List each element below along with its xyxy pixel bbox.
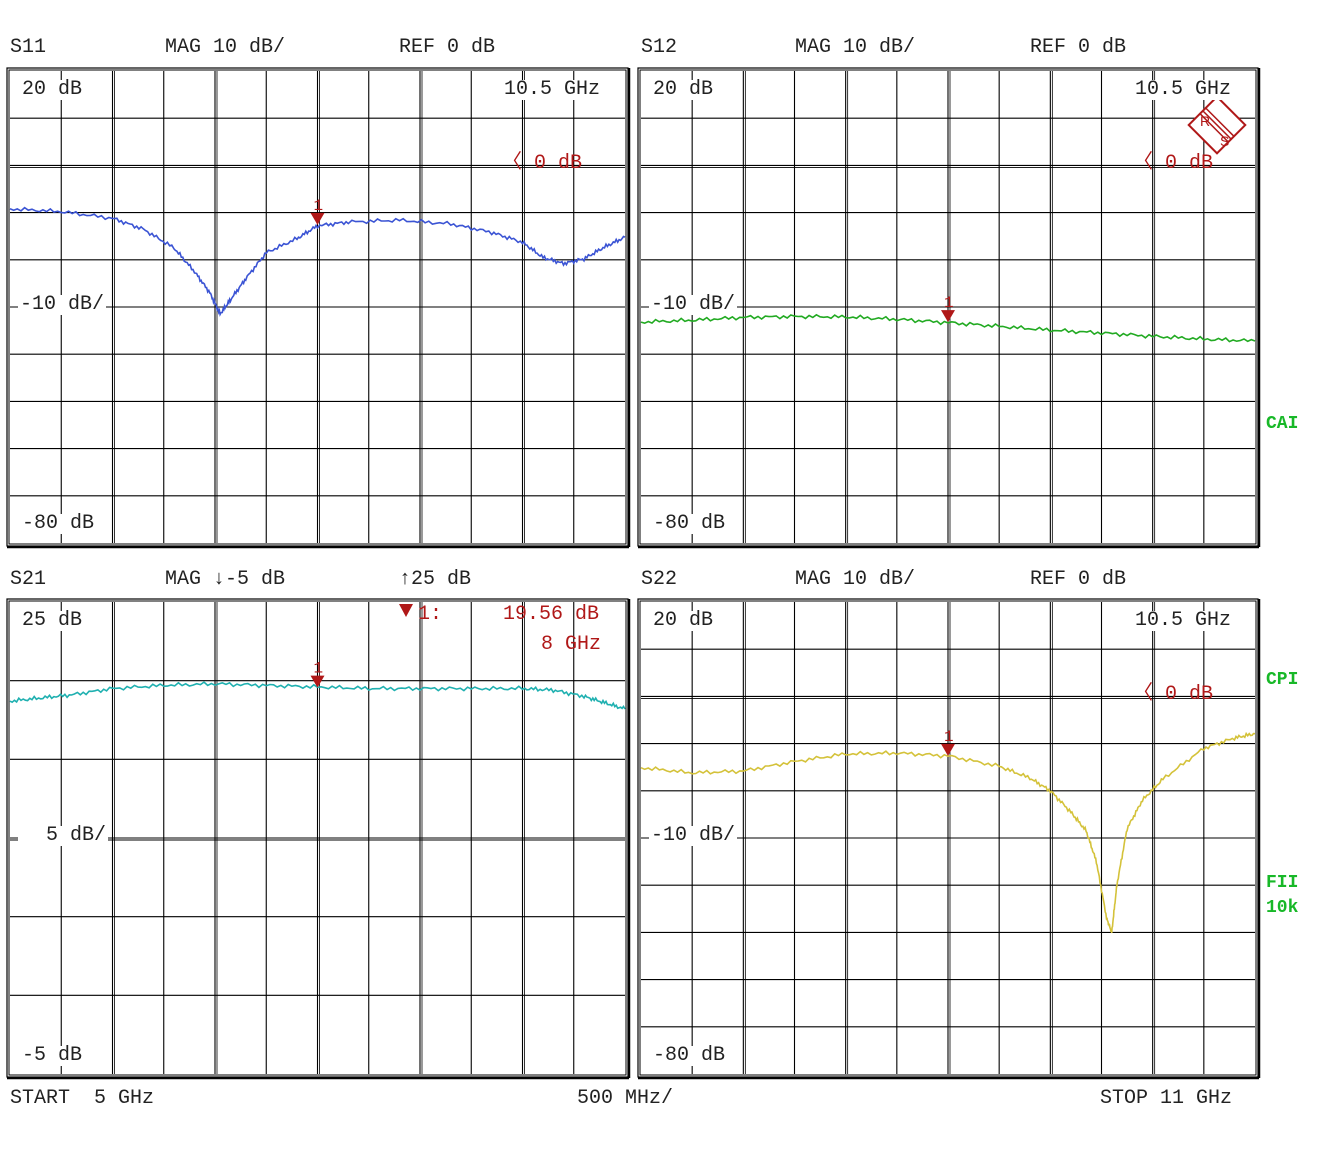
span-per-div-label: 500 MHz/ — [577, 1087, 674, 1110]
s22-ymid-label: -10 dB/ — [649, 824, 738, 847]
s22-ybottom-label: -80 dB — [651, 1044, 728, 1067]
marker-1-label: 1 — [944, 294, 954, 312]
s12-ref-marker-label: 〈 0 dB — [1133, 152, 1214, 175]
s12-ymid-label: -10 dB/ — [649, 293, 738, 316]
marker-1-icon — [310, 212, 325, 225]
start-frequency-label: START 5 GHz — [10, 1087, 155, 1110]
marker-1-icon — [941, 743, 955, 756]
s21-marker-readout-index: 1: — [418, 603, 443, 626]
s21-marker-readout-value: 19.56 dB — [503, 603, 600, 626]
filter-bandwidth-label: 10k — [1266, 898, 1299, 918]
marker-1-label: 1 — [314, 197, 324, 215]
s11-marker-freq-label: 10.5 GHz — [502, 78, 603, 101]
s21-ymid-label: 5 dB/ — [18, 826, 109, 846]
trace-s12 — [640, 313, 1256, 343]
s12-ytop-label: 20 dB — [651, 78, 716, 101]
trace-s11 — [9, 206, 626, 317]
marker-1-icon — [310, 675, 325, 688]
s12-ref-label: REF 0 dB — [1030, 36, 1127, 59]
s22-ref-marker-label: 〈 0 dB — [1133, 683, 1214, 706]
s11-ymid-label: -10 dB/ — [18, 293, 107, 316]
filter-status-label: FII — [1266, 873, 1299, 893]
logo-letter-r: R — [1200, 113, 1210, 129]
s21-ytop-label: 25 dB — [20, 609, 85, 632]
s12-format-label: MAG 10 dB/ — [795, 36, 916, 59]
s11-ybottom-label: -80 dB — [20, 512, 97, 535]
marker-readout-icon — [399, 604, 413, 617]
s22-param-label: S22 — [641, 568, 678, 591]
s11-ref-label: REF 0 dB — [399, 36, 496, 59]
s21-format-label: MAG ↓-5 dB — [165, 568, 286, 591]
s22-marker-freq-label: 10.5 GHz — [1133, 609, 1234, 632]
marker-1-icon — [941, 310, 955, 323]
trace-s22 — [640, 731, 1256, 934]
marker-1-label: 1 — [944, 728, 954, 746]
s11-param-label: S11 — [10, 36, 47, 59]
stop-frequency-label: STOP 11 GHz — [1100, 1087, 1233, 1110]
s12-marker-freq-label: 10.5 GHz — [1133, 78, 1234, 101]
s22-ytop-label: 20 dB — [651, 609, 716, 632]
s21-ref-label: ↑25 dB — [399, 568, 472, 591]
s12-ybottom-label: -80 dB — [651, 512, 728, 535]
s22-format-label: MAG 10 dB/ — [795, 568, 916, 591]
s22-ref-label: REF 0 dB — [1030, 568, 1127, 591]
coupling-status-label: CPI — [1266, 670, 1299, 690]
marker-1-label: 1 — [314, 660, 324, 678]
logo-letter-s: S — [1220, 133, 1229, 149]
cal-status-label: CAI — [1266, 414, 1299, 434]
s11-ytop-label: 20 dB — [20, 78, 85, 101]
s12-param-label: S12 — [641, 36, 678, 59]
s11-ref-marker-label: 〈 0 dB — [502, 152, 583, 175]
s11-format-label: MAG 10 dB/ — [165, 36, 286, 59]
s21-param-label: S21 — [10, 568, 47, 591]
rohde-schwarz-logo-icon — [1187, 95, 1247, 155]
trace-s21 — [9, 681, 626, 710]
s21-ybottom-label: -5 dB — [20, 1044, 85, 1067]
s21-marker-readout-freq: 8 GHz — [541, 633, 602, 656]
